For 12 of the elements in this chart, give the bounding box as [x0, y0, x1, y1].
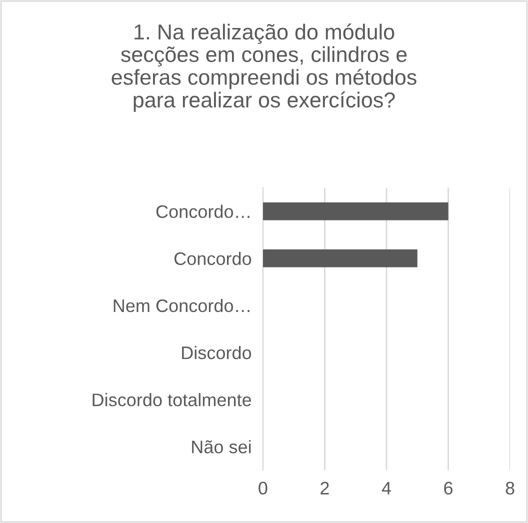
x-tick-label: 2	[320, 482, 329, 494]
x-tick-label: 8	[506, 482, 514, 495]
y-tick-label: Não sei	[192, 440, 251, 454]
y-tick-label: Discordo totalmente	[92, 393, 252, 406]
y-tick-label: Nem Concordo…	[114, 298, 250, 312]
x-tick-label: 6	[444, 482, 452, 495]
x-tick-label: 0	[258, 482, 268, 495]
y-tick-label: Discordo	[182, 346, 252, 360]
chart-title: 1. Na realização do módulo secções em cones, cilindros e esferas compreendi os métodos para realizar os exercícios?	[112, 24, 416, 112]
y-tick-label: Concordo…	[156, 204, 250, 218]
y-tick-label: Concordo	[174, 252, 252, 266]
x-tick-label: 4	[382, 482, 391, 494]
